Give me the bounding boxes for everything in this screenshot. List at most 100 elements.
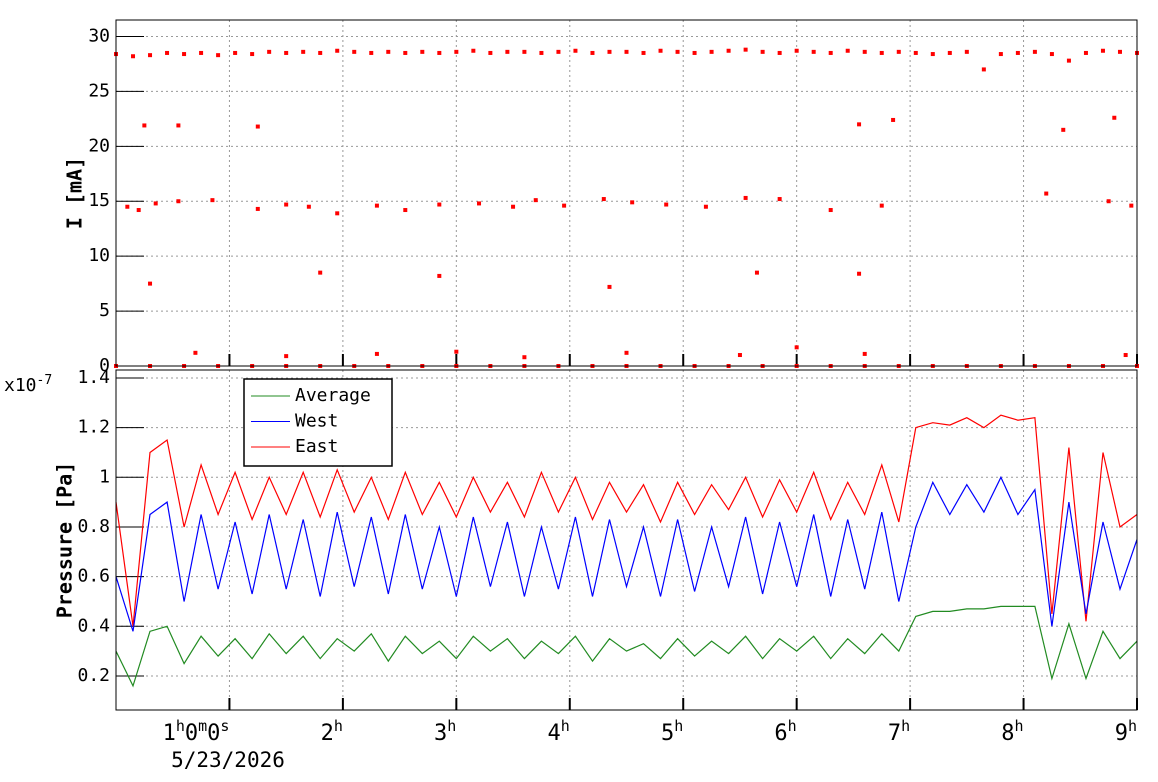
point: [828, 208, 833, 213]
point: [471, 48, 476, 53]
point: [1123, 353, 1128, 358]
point: [233, 50, 238, 55]
y-tick-label: 0.8: [77, 516, 110, 537]
y-tick-label: 10: [88, 245, 110, 266]
point: [737, 353, 742, 358]
point: [777, 197, 782, 202]
point: [369, 50, 374, 55]
series-line: [115, 414, 1138, 627]
point: [335, 211, 340, 216]
x-tick-unit: h: [674, 717, 683, 735]
point: [420, 49, 425, 54]
legend: Average West East: [243, 378, 393, 467]
point: [1015, 50, 1020, 55]
point: [1112, 115, 1117, 120]
point: [148, 281, 153, 286]
x-tick-number: 4: [547, 721, 560, 746]
point: [176, 123, 181, 128]
point: [857, 271, 862, 276]
point: [148, 53, 153, 58]
point: [1032, 49, 1037, 54]
point: [692, 50, 697, 55]
point: [794, 345, 799, 350]
point: [857, 122, 862, 127]
x-tick-number: 2: [321, 721, 334, 746]
point: [1083, 50, 1088, 55]
legend-label: Average: [295, 385, 371, 406]
x-tick-number: 8: [1001, 721, 1014, 746]
point: [964, 49, 969, 54]
point: [675, 49, 680, 54]
point: [760, 49, 765, 54]
x-tick-label: 9h: [1115, 717, 1137, 747]
point: [403, 50, 408, 55]
point: [891, 117, 896, 122]
x-tick-unit: h: [334, 717, 343, 735]
point: [1100, 48, 1105, 53]
point: [165, 50, 170, 55]
point: [981, 67, 986, 72]
point: [125, 204, 130, 209]
y-tick-label: 1.4: [77, 367, 110, 388]
point: [306, 204, 311, 209]
point: [601, 197, 606, 202]
x-tick-unit: m: [198, 717, 207, 735]
point: [477, 201, 482, 206]
point: [664, 202, 669, 207]
y-tick-label: 1: [99, 466, 110, 487]
legend-label: West: [295, 411, 338, 432]
x-tick-number: 9: [1115, 721, 1128, 746]
point: [488, 50, 493, 55]
x-tick-number: 6: [774, 721, 787, 746]
y-axis-label: I [mA]: [63, 157, 87, 229]
point: [811, 49, 816, 54]
x-tick-unit: h: [176, 717, 185, 735]
point: [1117, 49, 1122, 54]
point: [607, 49, 612, 54]
x-tick-label: 6h: [774, 717, 796, 747]
point: [658, 48, 663, 53]
y-tick-label: 0.6: [77, 566, 110, 587]
multiplier-base: x10: [4, 375, 37, 396]
point: [176, 199, 181, 204]
point: [998, 52, 1003, 57]
point: [301, 49, 306, 54]
point: [777, 50, 782, 55]
point: [913, 50, 918, 55]
x-tick-unit: h: [901, 717, 910, 735]
x-tick-label: 5h: [661, 717, 683, 747]
axis-multiplier: x10-7: [4, 373, 52, 397]
point: [437, 273, 442, 278]
x-tick-label: 4h: [547, 717, 569, 747]
point: [539, 50, 544, 55]
x-tick-number: 0: [207, 721, 220, 746]
point: [505, 49, 510, 54]
point: [250, 52, 255, 57]
point: [590, 50, 595, 55]
point: [352, 49, 357, 54]
point: [284, 354, 289, 359]
x-tick-label: 7h: [888, 717, 910, 747]
x-tick-number: 7: [888, 721, 901, 746]
point: [624, 350, 629, 355]
point: [142, 123, 147, 128]
point: [726, 48, 731, 53]
point: [522, 355, 527, 360]
y-tick-label: 1.2: [77, 417, 110, 438]
point: [522, 49, 527, 54]
point: [437, 50, 442, 55]
x-tick-label: 2h: [321, 717, 343, 747]
point: [131, 54, 136, 59]
x-tick-number: 1: [163, 721, 176, 746]
plot-frame: [115, 369, 1138, 711]
point: [193, 350, 198, 355]
point: [533, 198, 538, 203]
point: [1061, 127, 1066, 132]
point: [1066, 58, 1071, 63]
x-axis-date: 5/23/2026: [171, 748, 285, 772]
y-tick-label: 5: [99, 300, 110, 321]
point: [947, 50, 952, 55]
point: [1129, 203, 1134, 208]
